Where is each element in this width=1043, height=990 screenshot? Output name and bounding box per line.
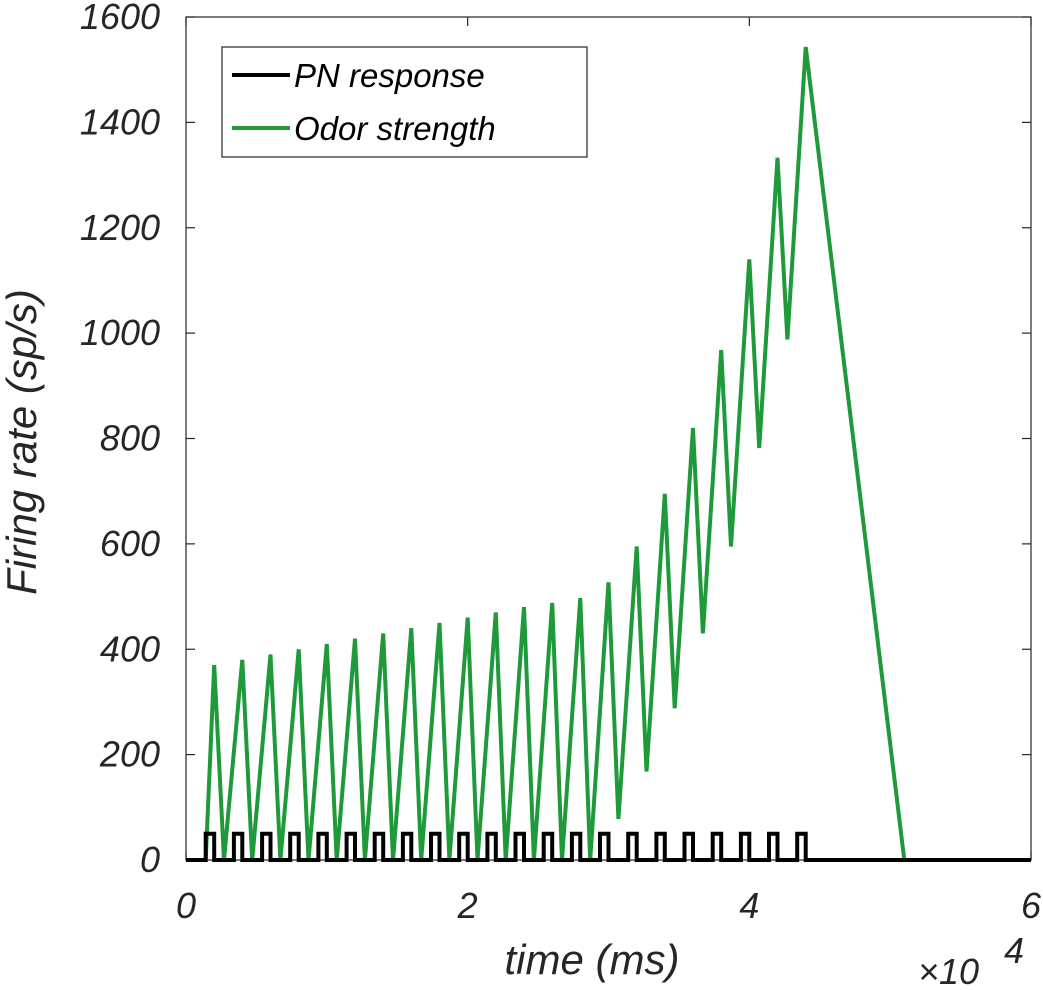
y-tick-label: 200 xyxy=(99,734,160,775)
x-tick-label: 2 xyxy=(457,885,478,926)
y-tick-label: 1000 xyxy=(80,312,160,353)
y-tick-label: 1600 xyxy=(80,0,160,37)
legend-box xyxy=(221,46,588,158)
x-axis-exponent: ×10 4 xyxy=(918,930,1024,990)
y-tick-label: 1200 xyxy=(80,207,160,248)
legend-entry-pn-response: PN response xyxy=(232,57,485,94)
y-tick-label: 600 xyxy=(100,523,160,564)
y-tick-label: 0 xyxy=(140,839,160,880)
x-axis-label: time (ms) xyxy=(505,936,680,983)
plot-area: 0 2 4 6 0 200 400 600 800 1000 1200 1400 1600 xyxy=(80,0,1042,926)
legend-entry-odor-strength: Odor strength xyxy=(232,110,496,147)
y-tick-label: 400 xyxy=(100,628,160,669)
x-tick-label: 4 xyxy=(739,885,759,926)
legend-label-odor-strength: Odor strength xyxy=(294,110,496,147)
legend-label-pn-response: PN response xyxy=(294,57,485,94)
series-line-odor-strength xyxy=(186,46,1031,862)
y-axis: 0 200 400 600 800 1000 1200 1400 1600 xyxy=(80,0,1031,880)
x-exponent-base: ×10 xyxy=(918,951,979,990)
y-tick-label: 800 xyxy=(100,418,160,459)
x-exponent-power: 4 xyxy=(1004,930,1024,971)
series-lines xyxy=(186,46,1031,862)
legend: PN response Odor strength xyxy=(221,46,588,158)
y-tick-label: 1400 xyxy=(80,101,160,142)
y-axis-label: Firing rate (sp/s) xyxy=(0,289,45,595)
series-line-pn-response xyxy=(186,831,1031,862)
x-tick-label: 0 xyxy=(176,885,196,926)
x-tick-label: 6 xyxy=(1021,885,1042,926)
